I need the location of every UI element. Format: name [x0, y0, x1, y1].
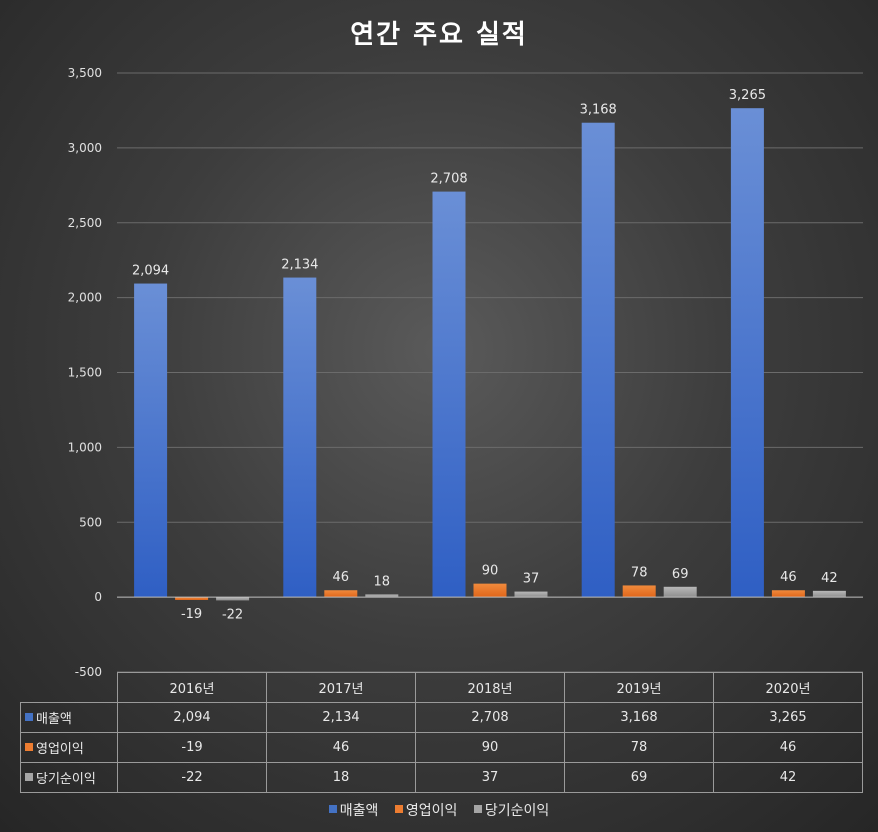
legend-swatch-icon: [328, 805, 337, 813]
y-tick-label: 1,500: [68, 366, 102, 380]
data-table-header-cell: 2018년: [415, 672, 565, 703]
legend-item-operating-profit: 영업이익: [394, 800, 458, 820]
row-label: 당기순이익: [36, 772, 96, 787]
bar-영업이익: [175, 597, 209, 600]
data-table-cell: 46: [266, 732, 416, 763]
data-table-cell: -22: [117, 762, 267, 793]
y-tick-label: 500: [79, 515, 102, 529]
data-table-cell: 2,708: [415, 702, 565, 733]
data-table-row-header: 매출액: [20, 702, 118, 733]
legend-label: 영업이익: [405, 803, 458, 819]
data-table-cell: 42: [713, 762, 863, 793]
data-table-header-cell: 2020년: [713, 672, 863, 703]
bar-매출액: [432, 191, 466, 598]
legend-label: 매출액: [339, 803, 379, 819]
data-label: 78: [631, 565, 648, 580]
bar-영업이익: [622, 585, 656, 598]
legend-swatch-icon: [473, 805, 482, 813]
data-table-cell: 2,094: [117, 702, 267, 733]
y-tick-label: 0: [94, 590, 102, 604]
data-label: -22: [222, 607, 243, 622]
data-table-row-header: 당기순이익: [20, 762, 118, 793]
data-label: 46: [780, 570, 797, 585]
data-table-cell: 3,168: [564, 702, 714, 733]
data-label: 3,265: [729, 88, 766, 103]
data-table-corner: [20, 672, 118, 703]
bar-당기순이익: [514, 591, 548, 598]
revenue-swatch-icon: [25, 713, 33, 721]
data-label: 2,134: [281, 258, 318, 273]
legend-swatch-icon: [394, 805, 403, 813]
bar-당기순이익: [812, 590, 846, 598]
legend-item-net-income: 당기순이익: [473, 800, 550, 820]
bar-당기순이익: [663, 586, 697, 598]
data-table-row-header: 영업이익: [20, 732, 118, 763]
row-label: 매출액: [36, 712, 72, 727]
bar-영업이익: [771, 590, 805, 598]
legend-label: 당기순이익: [484, 803, 550, 819]
data-table-cell: 69: [564, 762, 714, 793]
data-table-row-revenue: 매출액 2,094 2,134 2,708 3,168 3,265: [20, 702, 863, 733]
data-label: 46: [333, 570, 350, 585]
y-tick-label: 2,000: [68, 291, 102, 305]
data-table: 2016년 2017년 2018년 2019년 2020년 매출액 2,094 …: [20, 672, 863, 793]
net-income-swatch-icon: [25, 773, 33, 781]
data-table-cell: 2,134: [266, 702, 416, 733]
data-table-cell: 3,265: [713, 702, 863, 733]
bar-영업이익: [324, 590, 358, 598]
data-label: -19: [181, 607, 202, 622]
bar-매출액: [581, 122, 615, 598]
data-table-header-cell: 2016년: [117, 672, 267, 703]
data-label: 69: [672, 567, 689, 582]
data-label: 42: [821, 571, 838, 586]
data-table-cell: 90: [415, 732, 565, 763]
data-table-cell: 78: [564, 732, 714, 763]
row-label: 영업이익: [36, 742, 84, 757]
bar-매출액: [730, 108, 764, 598]
chart-title: 연간 주요 실적: [350, 20, 528, 50]
y-tick-label: 3,000: [68, 141, 102, 155]
y-tick-label: 2,500: [68, 216, 102, 230]
y-tick-label: 3,500: [68, 66, 102, 80]
data-label: 2,094: [132, 264, 169, 279]
data-table-header-cell: 2019년: [564, 672, 714, 703]
bar-당기순이익: [365, 594, 399, 598]
bar-매출액: [134, 283, 168, 598]
data-label: 18: [374, 574, 391, 589]
y-tick-label: 1,000: [68, 440, 102, 454]
data-label: 3,168: [580, 103, 617, 118]
data-table-cell: 46: [713, 732, 863, 763]
data-label: 90: [482, 564, 499, 579]
data-table-cell: 37: [415, 762, 565, 793]
data-label: 37: [523, 572, 540, 587]
data-table-header-cell: 2017년: [266, 672, 416, 703]
legend-item-revenue: 매출액: [328, 800, 379, 820]
data-table-cell: 18: [266, 762, 416, 793]
data-label: 2,708: [430, 172, 467, 187]
data-table-row-net-income: 당기순이익 -22 18 37 69 42: [20, 762, 863, 793]
operating-profit-swatch-icon: [25, 743, 33, 751]
data-table-cell: -19: [117, 732, 267, 763]
bar-영업이익: [473, 583, 507, 598]
bar-매출액: [283, 277, 317, 598]
bar-당기순이익: [216, 597, 250, 601]
legend: 매출액 영업이익 당기순이익: [0, 800, 878, 820]
data-table-row-operating-profit: 영업이익 -19 46 90 78 46: [20, 732, 863, 763]
data-table-header-row: 2016년 2017년 2018년 2019년 2020년: [20, 672, 863, 703]
